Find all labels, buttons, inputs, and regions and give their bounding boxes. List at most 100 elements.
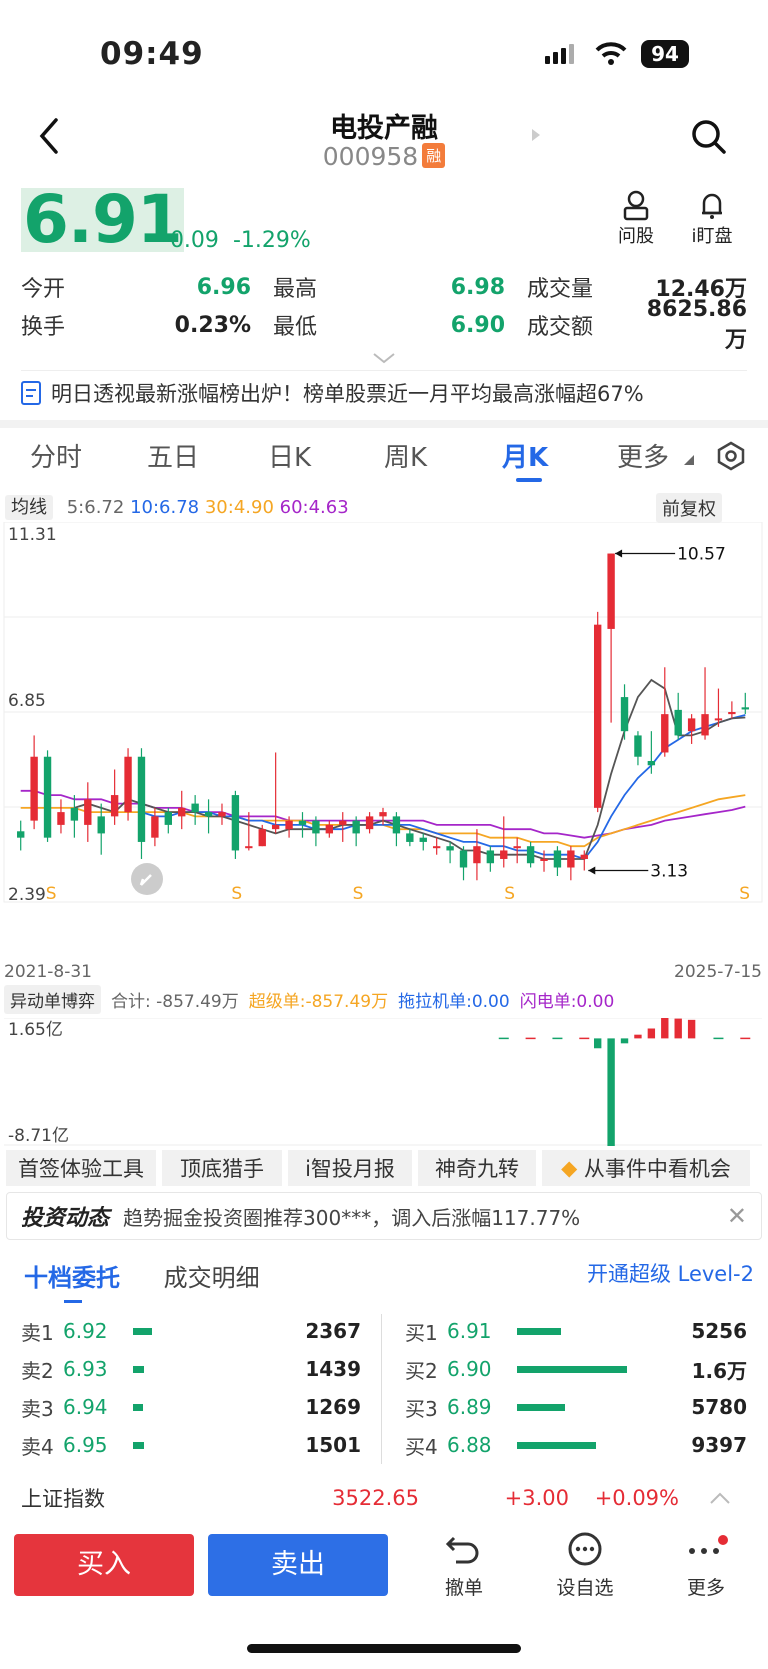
orderbook-row[interactable]: 卖4 6.95 1501 — [21, 1426, 361, 1464]
flow-bar — [634, 1034, 642, 1039]
flow-tab[interactable]: 异动单博弈 — [4, 985, 101, 1014]
status-bar: 09:49 94 — [0, 0, 768, 110]
divider — [21, 370, 747, 371]
tab-daily-k[interactable]: 日K — [268, 443, 312, 473]
flow-bar — [661, 1018, 669, 1039]
stat-value: 0.23% — [174, 312, 251, 338]
buy-button[interactable]: 买入 — [14, 1534, 194, 1596]
candle-body — [379, 812, 387, 817]
index-name: 上证指数 — [21, 1487, 105, 1511]
level-volume: 5256 — [691, 1319, 747, 1343]
tab-weekly-k[interactable]: 周K — [384, 443, 428, 473]
last-price: 6.91 — [21, 181, 184, 258]
candle — [540, 850, 548, 872]
tool-magic-nine[interactable]: 神奇九转 — [418, 1150, 536, 1186]
candle-body — [406, 833, 414, 842]
close-icon[interactable]: ✕ — [726, 1202, 747, 1230]
volume-bar-fill — [517, 1403, 566, 1411]
orderbook-row[interactable]: 买4 6.88 9397 — [405, 1426, 747, 1464]
tool-top-bottom[interactable]: 顶底猎手 — [162, 1150, 282, 1186]
adjust-selector[interactable]: 前复权 — [656, 493, 722, 523]
orderbook-row[interactable]: 买3 6.89 5780 — [405, 1388, 747, 1426]
level2-link[interactable]: 开通超级 Level-2 — [586, 1262, 754, 1286]
search-icon[interactable] — [690, 118, 728, 156]
level-volume: 1439 — [305, 1357, 361, 1381]
flow-total: 合计: -857.49万 — [111, 992, 239, 1012]
level-label: 卖2 — [21, 1358, 54, 1383]
volume-bar-fill — [133, 1441, 144, 1449]
tool-monthly-report[interactable]: i智投月报 — [288, 1150, 412, 1186]
level-volume-bar — [133, 1403, 283, 1411]
flow-header: 异动单博弈 合计: -857.49万 超级单:-857.49万 拖拉机单:0.0… — [4, 985, 764, 1014]
add-watchlist-button[interactable]: 设自选 — [545, 1530, 625, 1600]
candle — [43, 750, 52, 842]
tool-first-sign[interactable]: 首签体验工具 — [6, 1150, 156, 1186]
settings-icon[interactable] — [716, 441, 746, 471]
ma-selector[interactable]: 均线 — [5, 495, 53, 520]
next-stock-icon[interactable] — [530, 128, 542, 142]
candle — [137, 748, 146, 859]
tab-more[interactable]: 更多 — [617, 443, 670, 473]
invest-news[interactable]: 投资动态 趋势掘金投资圈推荐300***，调入后涨幅117.77% ✕ — [6, 1192, 762, 1240]
tab-orderbook[interactable]: 十档委托 — [24, 1264, 120, 1292]
ask-list: 卖1 6.92 2367 卖2 6.93 1439 卖3 6.94 1269 卖4 6.95 1501 — [21, 1312, 361, 1464]
tab-trades[interactable]: 成交明细 — [163, 1264, 260, 1292]
orderbook-row[interactable]: 卖2 6.93 1439 — [21, 1350, 361, 1388]
candle-body — [218, 812, 226, 817]
y-tick-label: 11.31 — [8, 525, 57, 545]
candle — [741, 692, 749, 715]
candle-body — [419, 837, 427, 842]
level-price: 6.91 — [447, 1319, 492, 1343]
candle — [714, 688, 723, 727]
level-price: 6.93 — [63, 1357, 108, 1381]
tab-monthly-k[interactable]: 月K — [502, 443, 549, 473]
candle-body — [513, 846, 521, 849]
candle — [178, 790, 186, 830]
candle — [553, 846, 562, 877]
back-icon[interactable] — [36, 116, 60, 156]
orderbook-row[interactable]: 卖3 6.94 1269 — [21, 1388, 361, 1426]
orderbook-row[interactable]: 卖1 6.92 2367 — [21, 1312, 361, 1350]
candle — [647, 731, 656, 774]
kline-chart[interactable]: 11.31 6.85 2.39 10.57 3.13 S S S S S — [0, 522, 768, 962]
candle — [580, 850, 588, 871]
tab-five-day[interactable]: 五日 — [147, 443, 200, 473]
candle — [70, 795, 79, 838]
stat-value: 12.46万 — [655, 277, 747, 302]
candle — [57, 799, 65, 834]
candle-body — [620, 697, 629, 732]
candle — [124, 748, 132, 821]
document-icon — [21, 381, 41, 405]
expand-chevron-icon[interactable] — [372, 352, 396, 366]
level-volume: 1269 — [305, 1395, 361, 1419]
stat-label: 今开 — [21, 277, 66, 302]
news-banner[interactable]: 明日透视最新涨幅榜出炉！榜单股票近一月平均最高涨幅超67% — [21, 378, 751, 408]
level-label: 卖3 — [21, 1396, 54, 1421]
candle-body — [473, 846, 481, 864]
cancel-order-button[interactable]: 撤单 — [424, 1530, 504, 1600]
flow-bar — [594, 1038, 602, 1049]
orderbook-row[interactable]: 买1 6.91 5256 — [405, 1312, 747, 1350]
ask-stock-button[interactable]: 问股 — [606, 188, 666, 248]
level-price: 6.92 — [63, 1319, 108, 1343]
stock-code: 000958 融 — [0, 142, 768, 171]
signal-icon — [545, 44, 574, 64]
orderbook-tab-indicator — [64, 1300, 82, 1303]
index-ticker[interactable]: 上证指数 3522.65 +3.00 +0.09% — [21, 1483, 747, 1513]
cancel-label: 撤单 — [444, 1577, 483, 1599]
more-button[interactable]: 更多 — [666, 1530, 746, 1600]
tab-intraday[interactable]: 分时 — [30, 443, 83, 473]
candle-body — [741, 707, 749, 710]
watch-button[interactable]: i盯盘 — [682, 188, 742, 248]
candle-body — [245, 846, 253, 849]
candle — [325, 820, 334, 838]
date-start: 2021-8-31 — [4, 962, 92, 982]
chevron-up-icon[interactable] — [709, 1491, 731, 1505]
level-label: 卖4 — [21, 1434, 54, 1459]
orderbook-row[interactable]: 买2 6.90 1.6万 — [405, 1350, 747, 1388]
wifi-icon — [595, 42, 627, 65]
tool-event[interactable]: ◆ 从事件中看机会 — [542, 1150, 750, 1186]
sell-button[interactable]: 卖出 — [208, 1534, 388, 1596]
active-tab-indicator — [516, 478, 542, 482]
sell-marker: S — [504, 884, 515, 904]
